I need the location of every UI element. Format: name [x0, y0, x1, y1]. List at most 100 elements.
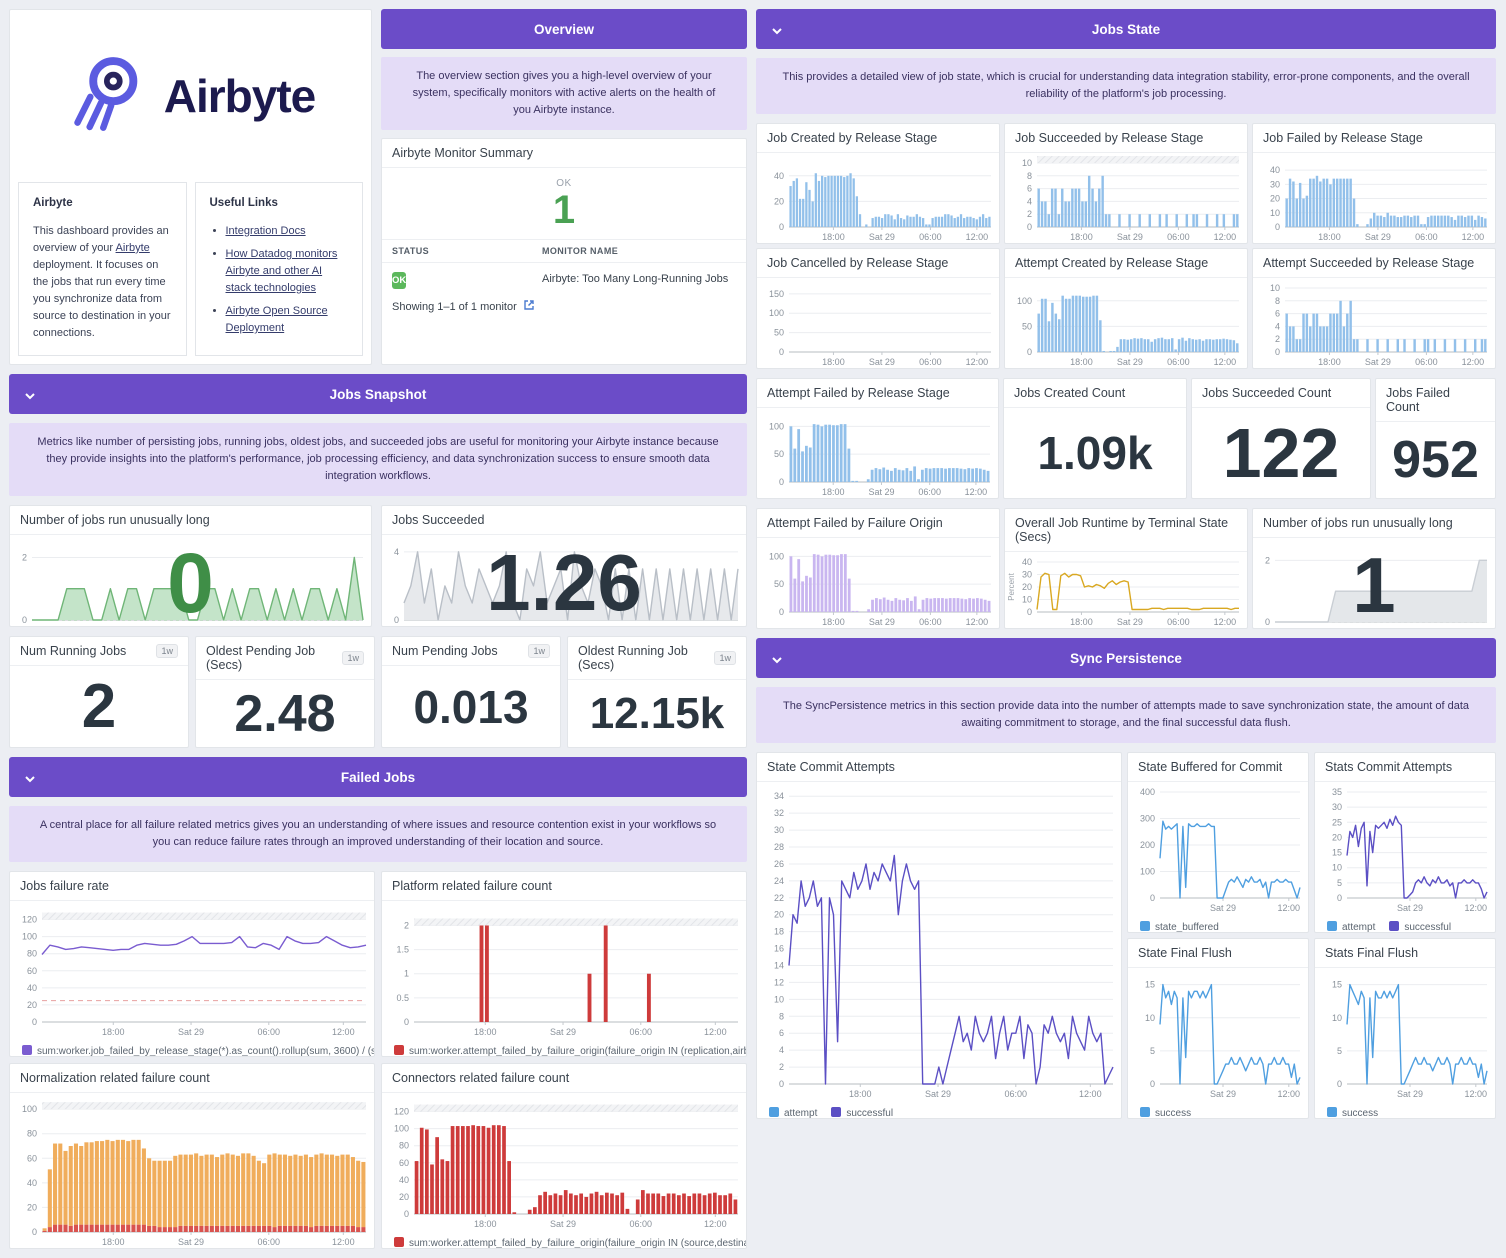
chart-legend[interactable]: sum:worker.attempt_failed_by_failure_ori…: [382, 1043, 746, 1056]
svg-text:1.5: 1.5: [396, 945, 409, 955]
svg-text:2: 2: [1275, 334, 1280, 344]
failed-jobs-note: A central place for all failure related …: [9, 806, 747, 863]
chevron-down-icon[interactable]: [24, 771, 36, 786]
svg-text:20: 20: [1022, 582, 1032, 592]
svg-text:40: 40: [27, 983, 37, 993]
jobs-state-header[interactable]: Jobs State: [756, 9, 1496, 49]
svg-text:24: 24: [774, 876, 784, 886]
svg-text:25: 25: [1332, 817, 1342, 827]
chart-job-succeeded: Job Succeeded by Release Stage 0 2 4 6 8 10 18…: [1004, 123, 1248, 245]
query-value-oldest-pending-job: Oldest Pending Job (Secs) 1w 2.48: [195, 636, 375, 749]
svg-text:12:00: 12:00: [1214, 232, 1237, 242]
svg-text:0: 0: [1150, 1079, 1155, 1089]
chart-canvas[interactable]: 0 100 200 300 400 Sat 29 12:00 state_buffered: [1128, 782, 1308, 932]
svg-text:Sat 29: Sat 29: [1210, 903, 1236, 913]
chart-legend[interactable]: success: [1128, 1105, 1308, 1118]
jobs-snapshot-header[interactable]: Jobs Snapshot: [9, 374, 747, 414]
jobs-state-note: This provides a detailed view of job sta…: [756, 58, 1496, 115]
svg-text:60: 60: [27, 966, 37, 976]
timeframe-badge: 1w: [714, 651, 736, 666]
svg-text:Sat 29: Sat 29: [1210, 1089, 1236, 1099]
chart-canvas[interactable]: 0 20 40 60 80 100 120 18:00 Sat 29 06:00 12:00 sum:…: [10, 901, 374, 1056]
svg-text:12:00: 12:00: [1465, 1089, 1488, 1099]
chart-canvas[interactable]: 0 10 20 30 40 18:00 Sat 29 06:00 12:00 Percent: [1005, 552, 1247, 628]
svg-text:06:00: 06:00: [919, 232, 942, 242]
chevron-down-icon[interactable]: [24, 388, 36, 403]
svg-text:06:00: 06:00: [1167, 357, 1190, 367]
sync-persistence-title: Sync Persistence: [1070, 650, 1182, 666]
chart-title: Stats Commit Attempts: [1325, 760, 1453, 775]
airbyte-link[interactable]: Airbyte: [115, 241, 150, 254]
chart-canvas[interactable]: 0 20 40 60 80 100 18:00 Sat 29 06:00 12:00: [10, 1093, 374, 1248]
chart-stats-final-flush: Stats Final Flush 0 5 10 15 Sat 29 12:00 succe…: [1314, 938, 1496, 1120]
chart-legend[interactable]: sum:worker.attempt_failed_by_failure_ori…: [382, 1235, 746, 1248]
chart-canvas[interactable]: 0 0.5 1 1.5 2 18:00 Sat 29 06:00 12:00 sum:worker…: [382, 901, 746, 1056]
external-link-icon[interactable]: [523, 299, 535, 314]
svg-text:12:00: 12:00: [1462, 357, 1485, 367]
svg-text:4: 4: [779, 1045, 784, 1055]
chart-title: State Buffered for Commit: [1138, 760, 1283, 775]
chart-normalization-failure-count: Normalization related failure count 0 20 4…: [9, 1063, 375, 1250]
svg-text:18:00: 18:00: [1070, 617, 1093, 627]
monitor-row[interactable]: OK Airbyte: Too Many Long-Running Jobs: [382, 263, 746, 295]
chart-canvas[interactable]: 0 50 100 18:00 Sat 29 06:00 12:00: [757, 408, 998, 498]
chart-canvas[interactable]: 0 5 10 15 20 25 30 35 Sat 29 12:00 attempt successf…: [1315, 782, 1495, 932]
svg-text:06:00: 06:00: [1005, 1089, 1028, 1099]
link-integration-docs[interactable]: Integration Docs: [225, 224, 306, 237]
svg-text:12:00: 12:00: [332, 1237, 355, 1247]
chart-legend[interactable]: attempt successful: [1315, 919, 1495, 932]
jobs-snapshot-note: Metrics like number of persisting jobs, …: [9, 423, 747, 497]
chart-canvas[interactable]: 0 20 40 60 80 100 120 18:00 Sat 29 06:00 12:00 sum:…: [382, 1093, 746, 1248]
svg-text:06:00: 06:00: [630, 1027, 653, 1037]
chart-canvas[interactable]: 0 50 100 18:00 Sat 29 06:00 12:00: [757, 538, 999, 628]
svg-text:18:00: 18:00: [822, 232, 845, 242]
svg-text:5: 5: [1337, 1046, 1342, 1056]
timeframe-badge: 1w: [528, 644, 550, 659]
jobs-state-title: Jobs State: [1091, 21, 1161, 37]
chart-canvas[interactable]: 0 2 4 6 8 10 18:00 Sat 29 06:00 12:00: [1253, 278, 1495, 368]
chart-canvas[interactable]: 0 2 4 6 8 10 18:00 Sat 29 06:00 12:00: [1005, 153, 1247, 243]
chart-legend[interactable]: sum:worker.job_failed_by_release_stage(*…: [10, 1043, 374, 1056]
chart-canvas[interactable]: 0 5 10 15 Sat 29 12:00 success: [1315, 968, 1495, 1118]
chart-job-cancelled: Job Cancelled by Release Stage 0 50 100 150…: [756, 248, 1000, 370]
chart-attempt-failed-stage: Attempt Failed by Release Stage 0 50 100 18…: [756, 378, 999, 500]
link-open-source-deployment[interactable]: Airbyte Open Source Deployment: [225, 305, 328, 335]
svg-text:12:00: 12:00: [1079, 1089, 1102, 1099]
chart-legend[interactable]: success: [1315, 1105, 1495, 1118]
chart-title: Stats Final Flush: [1325, 946, 1419, 961]
chart-canvas[interactable]: 0 10 20 30 40 18:00 Sat 29 06:00 12:00: [1253, 153, 1495, 243]
about-title: Airbyte: [33, 197, 73, 209]
query-value-jobs-succeeded-count: Jobs Succeeded Count 122: [1191, 378, 1371, 500]
chevron-down-icon[interactable]: [771, 652, 783, 667]
chart-legend[interactable]: state_buffered: [1128, 919, 1308, 932]
chart-canvas[interactable]: 0 2 4 6 8 10 12 14 16 18 20 22 24 26 28 30 32 34 18:00 Sat …: [757, 782, 1121, 1118]
chart-title: State Commit Attempts: [767, 760, 895, 775]
svg-text:15: 15: [1145, 980, 1155, 990]
svg-text:Sat 29: Sat 29: [869, 617, 895, 627]
qv-title: Num Pending Jobs: [392, 644, 498, 659]
svg-text:80: 80: [27, 949, 37, 959]
query-value-oldest-running-job: Oldest Running Job (Secs) 1w 12.15k: [567, 636, 747, 749]
failed-jobs-header[interactable]: Failed Jobs: [9, 757, 747, 798]
svg-text:Sat 29: Sat 29: [1365, 232, 1391, 242]
chart-canvas[interactable]: 0 20 40 18:00 Sat 29 06:00 12:00: [757, 153, 999, 243]
link-how-datadog-monitors[interactable]: How Datadog monitors Airbyte and other A…: [225, 247, 338, 294]
svg-text:Sat 29: Sat 29: [1117, 357, 1143, 367]
chevron-down-icon[interactable]: [771, 23, 783, 38]
chart-canvas[interactable]: 0 50 100 18:00 Sat 29 06:00 12:00: [1005, 278, 1247, 368]
svg-text:12:00: 12:00: [1214, 617, 1237, 627]
svg-text:10: 10: [1145, 1013, 1155, 1023]
chart-title: Job Failed by Release Stage: [1263, 131, 1423, 146]
svg-text:06:00: 06:00: [919, 617, 942, 627]
svg-text:12:00: 12:00: [704, 1219, 727, 1229]
sync-persistence-header[interactable]: Sync Persistence: [756, 638, 1496, 679]
overview-header[interactable]: Overview: [381, 9, 747, 49]
svg-text:20: 20: [774, 196, 784, 206]
chart-canvas[interactable]: 0 50 100 150 18:00 Sat 29 06:00 12:00: [757, 278, 999, 368]
qv-title: Jobs Created Count: [1014, 386, 1126, 401]
chart-canvas[interactable]: 0 5 10 15 Sat 29 12:00 success: [1128, 968, 1308, 1118]
chart-legend[interactable]: attempt successful: [757, 1105, 1121, 1118]
